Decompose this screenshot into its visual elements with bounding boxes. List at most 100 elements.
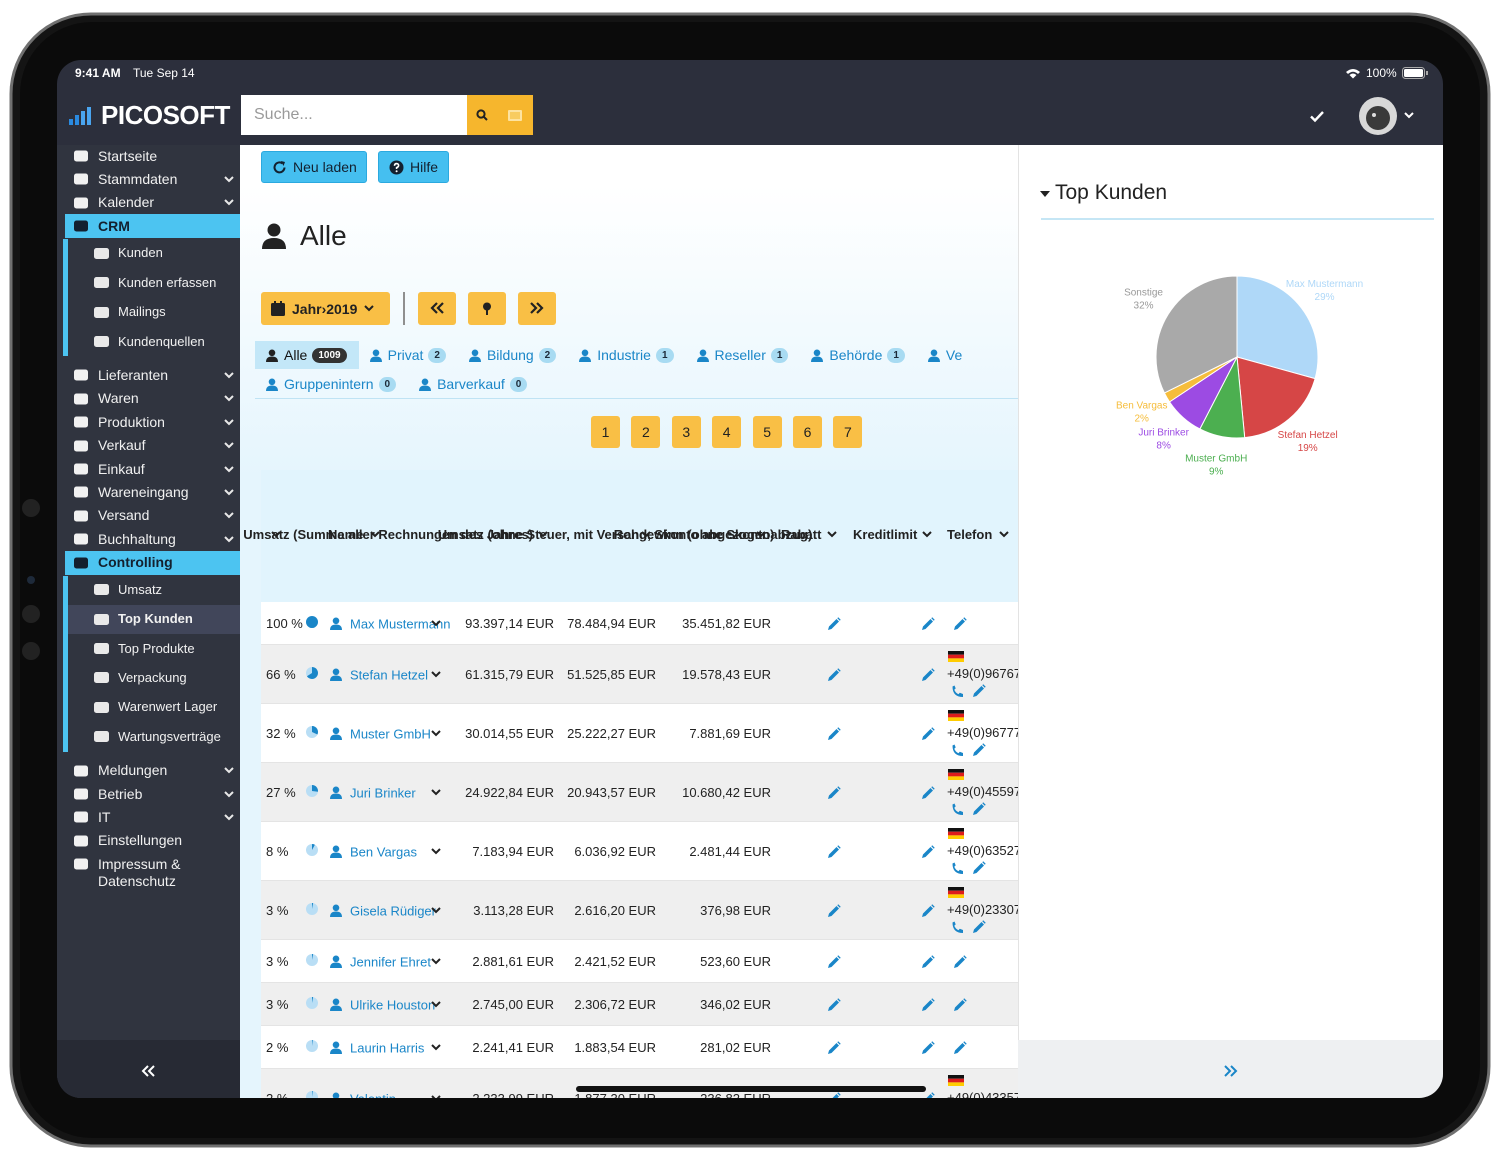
call-icon[interactable] xyxy=(951,803,964,816)
customer-name[interactable]: Muster GmbH xyxy=(350,726,431,741)
sort-chevron[interactable] xyxy=(537,531,548,538)
check-icon[interactable] xyxy=(1310,110,1324,122)
edit-rabatt[interactable] xyxy=(827,844,841,859)
menu-item[interactable]: Einstellungen xyxy=(98,832,183,849)
panel-title[interactable]: Top Kunden xyxy=(1055,181,1168,205)
sort-chevron[interactable] xyxy=(755,531,766,538)
edit-phone[interactable] xyxy=(953,997,967,1012)
menu-chevron[interactable] xyxy=(224,814,234,821)
customer-name[interactable]: Jennifer Ehret xyxy=(350,954,431,969)
tab[interactable]: Ve xyxy=(917,341,974,369)
menu-item[interactable]: Controlling xyxy=(98,554,173,571)
sort-chevron[interactable] xyxy=(369,531,380,538)
edit-rabatt[interactable] xyxy=(827,1091,841,1099)
menu-chevron[interactable] xyxy=(224,442,234,449)
menu-item[interactable]: IT xyxy=(98,808,111,825)
menu-item[interactable]: Buchhaltung xyxy=(98,530,176,547)
column-header-cell[interactable]: Umsatz (Summe aller Rechnungen des Jahre… xyxy=(243,470,533,598)
customer-name[interactable]: Juri Brinker xyxy=(350,785,416,800)
row-chevron[interactable] xyxy=(431,958,441,965)
menu-item[interactable]: Produktion xyxy=(98,413,165,430)
submenu-item[interactable]: Warenwert Lager xyxy=(118,699,218,715)
menu-chevron[interactable] xyxy=(224,535,234,543)
customer-name[interactable]: Laurin Harris xyxy=(350,1040,425,1055)
edit-phone[interactable] xyxy=(953,954,967,969)
menu-chevron[interactable] xyxy=(224,395,234,402)
row-chevron[interactable] xyxy=(431,671,441,678)
row-chevron[interactable] xyxy=(431,730,441,737)
tab[interactable]: Gruppenintern 0 xyxy=(255,370,408,398)
customer-name[interactable]: Gisela Rüdiger xyxy=(350,903,436,918)
submenu-item[interactable]: Verpackung xyxy=(118,670,187,685)
page-button[interactable]: 6 xyxy=(793,416,822,448)
sort-chevron[interactable] xyxy=(826,531,837,538)
tab[interactable]: Bildung 2 xyxy=(458,341,568,369)
customer-name[interactable]: Ben Vargas xyxy=(350,844,417,859)
menu-item[interactable]: Lieferanten xyxy=(98,366,169,383)
avatar[interactable] xyxy=(1359,97,1397,135)
submenu-item[interactable]: Wartungsverträge xyxy=(118,728,221,744)
edit-phone[interactable] xyxy=(972,743,986,757)
edit-kreditlimit[interactable] xyxy=(921,667,935,682)
page-button[interactable]: 5 xyxy=(752,416,782,448)
menu-item[interactable]: Kalender xyxy=(98,194,155,211)
customer-name[interactable]: Max Mustermann xyxy=(350,616,451,631)
column-header-cell[interactable]: Umsatz (ohne Steuer, mit Versand, Skonto… xyxy=(438,470,775,598)
nav-icon[interactable] xyxy=(530,302,544,314)
menu-chevron[interactable] xyxy=(224,372,234,379)
edit-phone[interactable] xyxy=(953,616,967,631)
edit-kreditlimit[interactable] xyxy=(921,726,935,741)
column-header-cell[interactable]: Rohgewinn (ohne Skontoabzug) xyxy=(614,470,813,598)
edit-phone[interactable] xyxy=(972,861,986,875)
row-chevron[interactable] xyxy=(431,1044,441,1051)
collapse-sidebar[interactable] xyxy=(141,1065,155,1077)
page-button[interactable]: 1 xyxy=(591,416,620,448)
edit-kreditlimit[interactable] xyxy=(921,954,935,969)
column-header-cell[interactable]: Kreditlimit xyxy=(853,470,923,598)
call-icon[interactable] xyxy=(951,685,964,698)
edit-kreditlimit[interactable] xyxy=(921,1040,935,1055)
menu-chevron[interactable] xyxy=(224,418,234,426)
tab[interactable]: Behörde 1 xyxy=(800,341,917,369)
submenu-item[interactable]: Top Produkte xyxy=(118,640,195,656)
edit-phone[interactable] xyxy=(972,684,986,698)
edit-rabatt[interactable] xyxy=(827,903,841,918)
row-chevron[interactable] xyxy=(431,620,441,627)
edit-kreditlimit[interactable] xyxy=(921,844,935,859)
menu-item[interactable]: Verkauf xyxy=(98,437,146,454)
menu-chevron[interactable] xyxy=(224,176,234,183)
customer-name[interactable]: Stefan Hetzel xyxy=(350,667,429,682)
menu-item[interactable]: Startseite xyxy=(98,147,158,164)
row-chevron[interactable] xyxy=(431,1095,441,1098)
menu-item[interactable]: Betrieb xyxy=(98,785,143,802)
page-button[interactable]: 3 xyxy=(671,416,701,448)
edit-rabatt[interactable] xyxy=(827,667,841,682)
customer-name[interactable]: Ulrike Houston xyxy=(350,997,436,1012)
sort-chevron[interactable] xyxy=(640,531,651,538)
submenu-item[interactable]: Kunden xyxy=(118,245,163,261)
nav-icon[interactable] xyxy=(480,302,494,315)
menu-chevron[interactable] xyxy=(224,767,234,774)
avatar-chevron[interactable] xyxy=(1404,111,1414,119)
edit-rabatt[interactable] xyxy=(827,726,841,741)
edit-kreditlimit[interactable] xyxy=(921,903,935,918)
edit-phone[interactable] xyxy=(953,1040,967,1055)
edit-kreditlimit[interactable] xyxy=(921,997,935,1012)
search-input[interactable]: Suche... xyxy=(241,95,467,135)
column-header-cell[interactable]: Rabatt xyxy=(781,470,826,598)
toolbar-button[interactable]: Neu laden xyxy=(261,151,367,183)
edit-phone[interactable] xyxy=(972,802,986,816)
nav-icon[interactable] xyxy=(430,302,444,314)
expand-panel[interactable] xyxy=(1224,1065,1238,1077)
call-icon[interactable] xyxy=(951,744,964,757)
tab[interactable]: Alle 1009 xyxy=(255,341,359,369)
edit-rabatt[interactable] xyxy=(827,616,841,631)
edit-rabatt[interactable] xyxy=(827,954,841,969)
column-header-cell[interactable]: Telefon xyxy=(947,470,997,598)
menu-chevron[interactable] xyxy=(224,790,234,798)
edit-kreditlimit[interactable] xyxy=(921,616,935,631)
menu-item[interactable]: Versand xyxy=(98,507,150,524)
edit-kreditlimit[interactable] xyxy=(921,1091,935,1099)
submenu-item[interactable]: Top Kunden xyxy=(118,611,193,627)
menu-chevron[interactable] xyxy=(224,512,234,519)
